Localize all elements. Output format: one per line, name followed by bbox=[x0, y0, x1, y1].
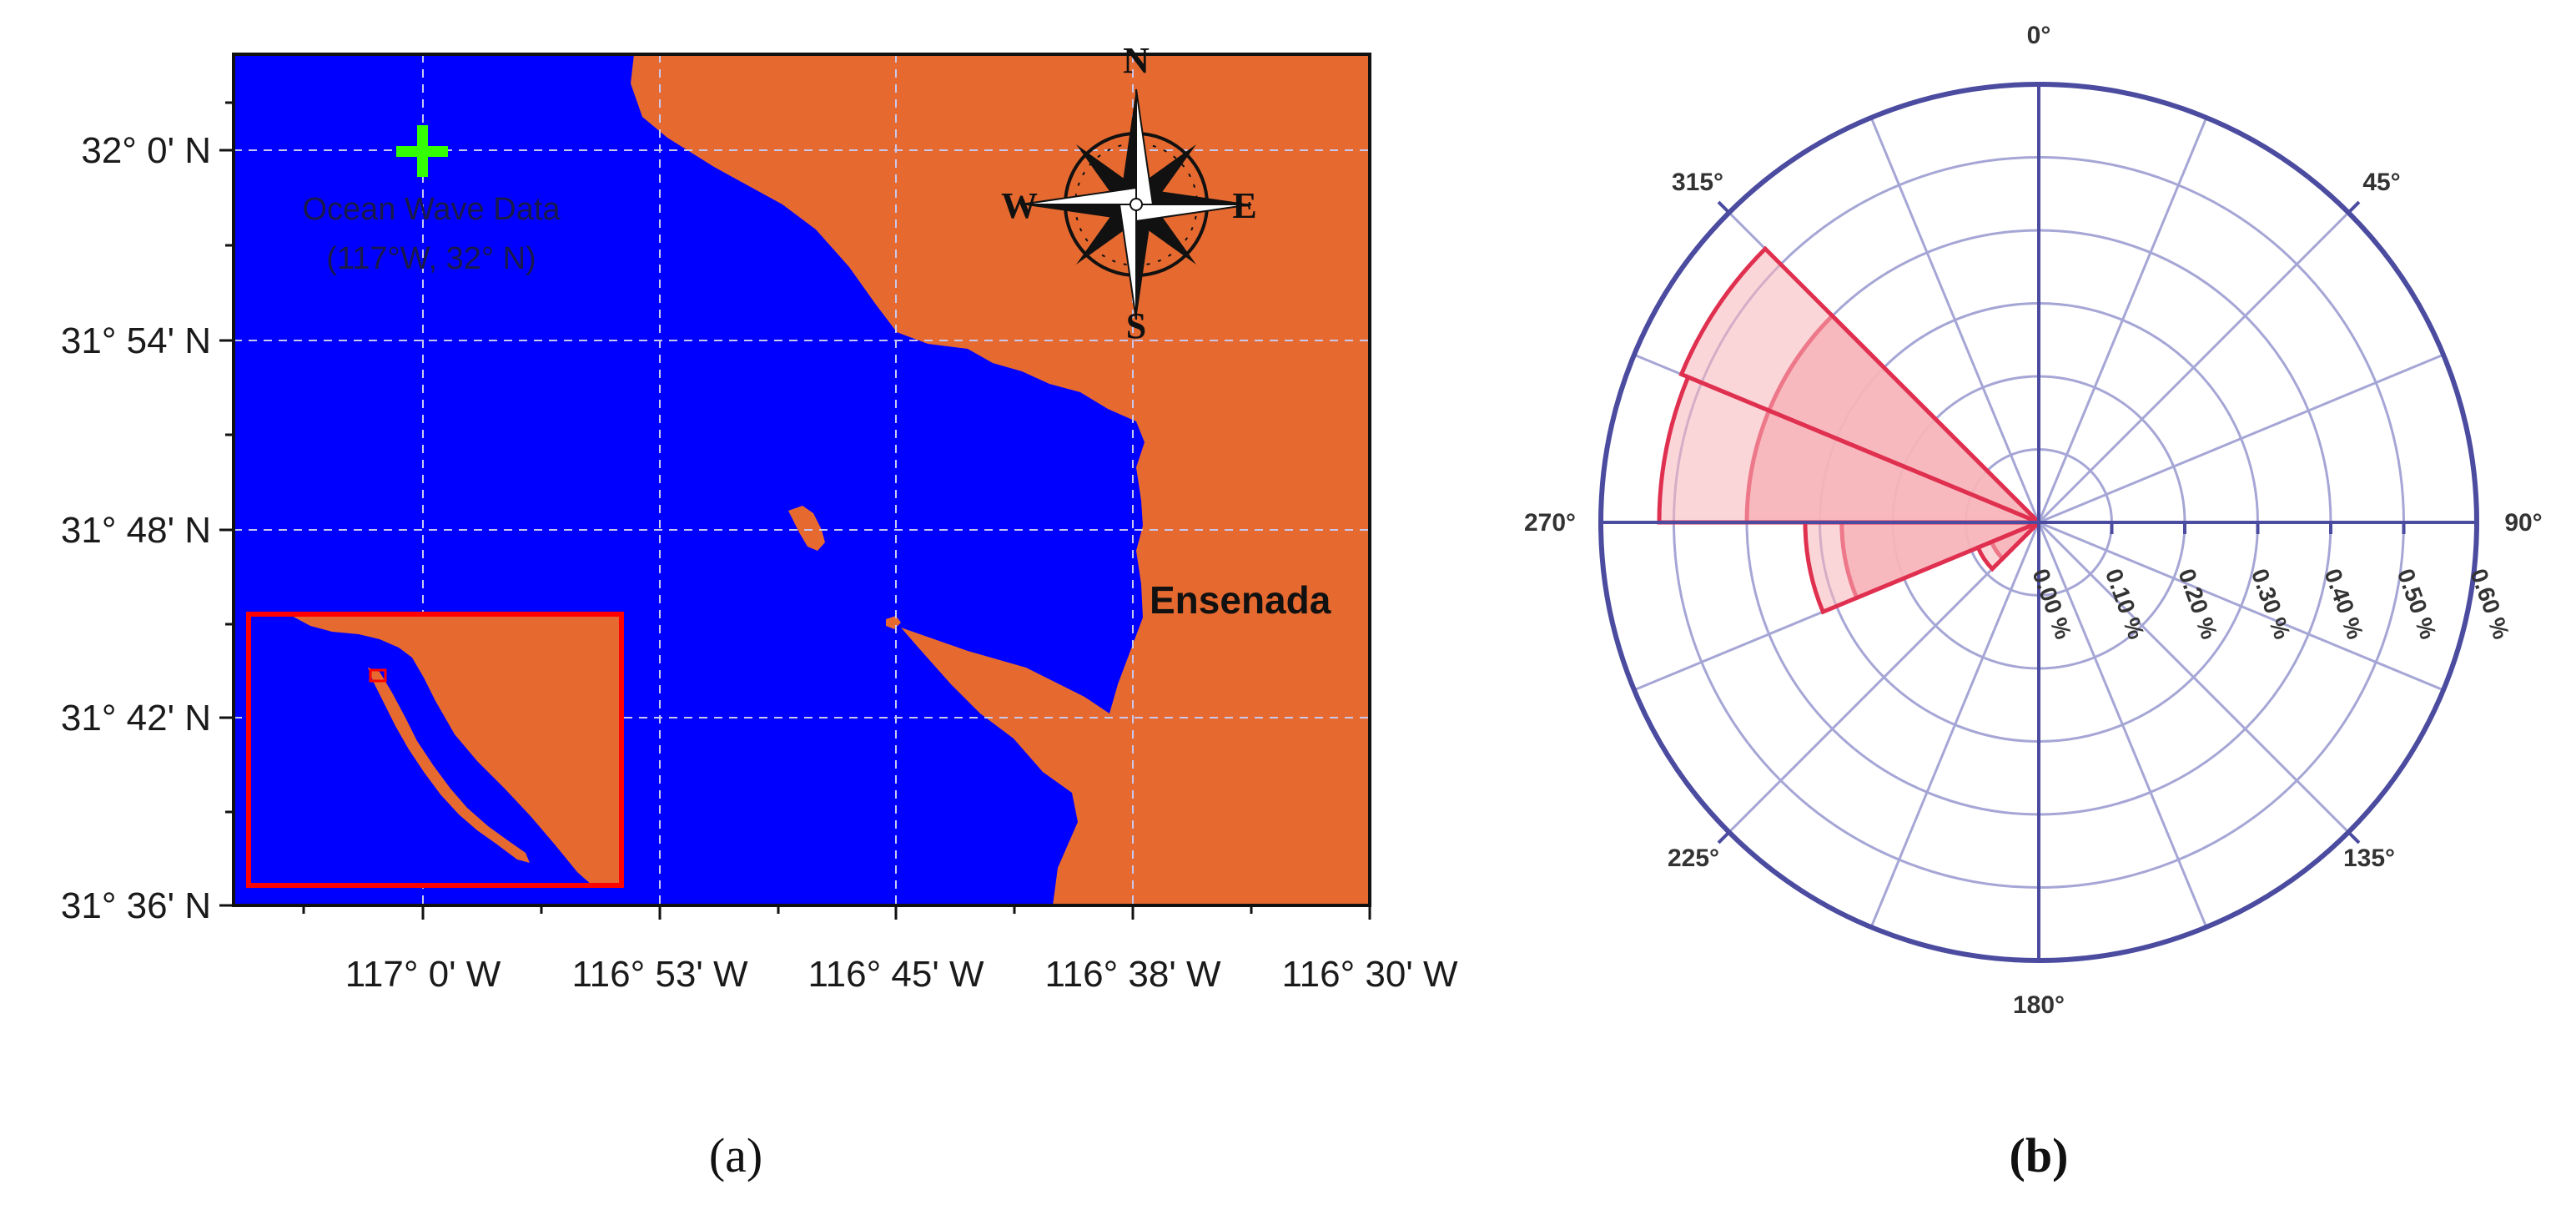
island-small bbox=[886, 616, 901, 629]
angle-label-180: 180° bbox=[2013, 991, 2065, 1019]
rose-spoke bbox=[2037, 521, 2350, 834]
angle-label-90: 90° bbox=[2504, 509, 2542, 537]
caption-a: (a) bbox=[709, 1128, 762, 1182]
compass-rose-icon: N E S W bbox=[1001, 40, 1257, 346]
wave-station-marker bbox=[396, 125, 448, 177]
lon-label-1: 117° 0' W bbox=[345, 954, 501, 995]
rose-tick-315 bbox=[1717, 200, 1731, 214]
rose-spoke bbox=[2037, 117, 2208, 523]
lat-label-3: 31° 48' N bbox=[61, 510, 211, 551]
rose-tick-135 bbox=[2347, 830, 2361, 845]
rose-tick-45 bbox=[2347, 200, 2361, 214]
rose-spoke bbox=[2038, 353, 2444, 524]
rose-spoke bbox=[2037, 211, 2350, 524]
rose-frame bbox=[1598, 82, 2479, 963]
inset-baja-california bbox=[289, 614, 621, 885]
inset-frame bbox=[246, 612, 624, 888]
lat-label-5: 31° 36' N bbox=[61, 885, 211, 926]
compass-e: E bbox=[1232, 185, 1256, 226]
station-label: Ocean Wave Data bbox=[302, 192, 561, 227]
ring-label-6: 0.60 % bbox=[2465, 565, 2514, 643]
rose-sectors bbox=[1657, 245, 2040, 615]
lon-label-2: 116° 53' W bbox=[571, 954, 748, 995]
wave-rose-panel: 0° 45° 90° 135° 180° 225° 270° 315° 0.00… bbox=[1524, 22, 2543, 1182]
compass-n: N bbox=[1123, 40, 1150, 81]
rose-spoke bbox=[2038, 521, 2444, 692]
inset-location-box bbox=[369, 668, 387, 683]
rose-spoke bbox=[1728, 521, 2040, 834]
angle-label-315: 315° bbox=[1672, 169, 1723, 196]
angle-label-270: 270° bbox=[1524, 509, 1576, 537]
lon-label-4: 116° 38' W bbox=[1044, 954, 1221, 995]
rose-spoke bbox=[1869, 117, 2040, 523]
angle-label-0: 0° bbox=[2027, 22, 2051, 49]
caption-b: (b) bbox=[2010, 1128, 2069, 1182]
angle-label-225: 225° bbox=[1668, 845, 1719, 872]
rose-sector-1-band-2 bbox=[1678, 245, 2040, 525]
lon-label-5: 116° 30' W bbox=[1281, 954, 1458, 995]
lat-label-2: 31° 54' N bbox=[61, 320, 211, 361]
map-frame bbox=[232, 53, 1371, 907]
station-coords-label: (117°W, 32° N) bbox=[326, 241, 536, 276]
island-large bbox=[788, 506, 825, 551]
map-panel: Ocean Wave Data (117°W, 32° N) Ensenada … bbox=[61, 40, 1458, 1182]
city-label-ensenada: Ensenada bbox=[1150, 578, 1331, 622]
inset-peninsula bbox=[368, 668, 530, 863]
land-mainland bbox=[631, 54, 1370, 905]
rose-spoke bbox=[1869, 522, 2040, 928]
lon-label-3: 116° 45' W bbox=[808, 954, 984, 995]
rose-sector-2-band-2 bbox=[1657, 374, 2040, 525]
compass-w: W bbox=[1001, 185, 1038, 226]
rose-sector-4-band-2 bbox=[1975, 520, 2040, 572]
lat-label-4: 31° 42' N bbox=[61, 698, 211, 739]
compass-s: S bbox=[1126, 305, 1146, 346]
angle-label-135: 135° bbox=[2343, 845, 2395, 872]
lat-label-1: 32° 0' N bbox=[81, 130, 211, 171]
rose-tick-225 bbox=[1717, 830, 1731, 845]
angle-label-45: 45° bbox=[2362, 169, 2400, 196]
inset-map bbox=[246, 612, 624, 888]
map-ticks bbox=[219, 101, 1371, 920]
rose-spoke bbox=[2037, 522, 2208, 928]
